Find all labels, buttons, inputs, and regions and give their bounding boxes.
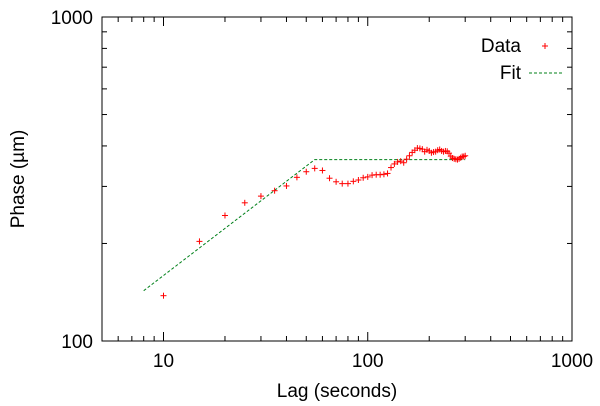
data-point [384,170,391,177]
data-point [303,168,310,175]
data-point [339,180,346,187]
data-point [311,165,318,172]
y-axis-label: Phase (µm) [8,130,29,229]
data-point [355,176,362,183]
x-axis-label: Lag (seconds) [277,381,397,402]
x-tick-label: 1000 [551,351,593,372]
data-point [271,187,278,194]
x-tick-label: 10 [153,351,174,372]
data-point [460,153,467,160]
data-point [380,171,387,178]
data-point [364,173,371,180]
legend-label-fit: Fit [500,63,522,84]
y-tick-label: 100 [61,332,93,353]
data-point [319,167,326,174]
y-tick-label: 1000 [51,8,93,29]
legend: Data Fit [481,36,563,84]
series-layer [143,145,469,299]
data-point [333,178,340,185]
data-point [196,238,203,245]
data-point [257,193,264,200]
data-point [160,292,167,299]
data-point [293,174,300,181]
fit-line [143,159,466,292]
data-point [350,178,357,185]
axis-tick-labels: 10 100 1000 100 1000 [51,8,593,372]
x-tick-label: 100 [352,351,384,372]
data-point [283,182,290,189]
legend-label-data: Data [481,36,522,57]
data-point [326,175,333,182]
data-point [406,152,413,159]
data-point [394,158,401,165]
data-point [221,212,228,219]
data-point [344,180,351,187]
data-point [391,160,398,167]
data-point [360,174,367,181]
data-point [397,158,404,165]
data-point [403,156,410,163]
legend-marker-data [542,43,548,49]
data-point [241,199,248,206]
data-point [462,152,469,159]
plot-area-frame [101,16,573,342]
axis-ticks [101,16,573,342]
data-point [388,164,395,171]
data-point [400,159,407,166]
